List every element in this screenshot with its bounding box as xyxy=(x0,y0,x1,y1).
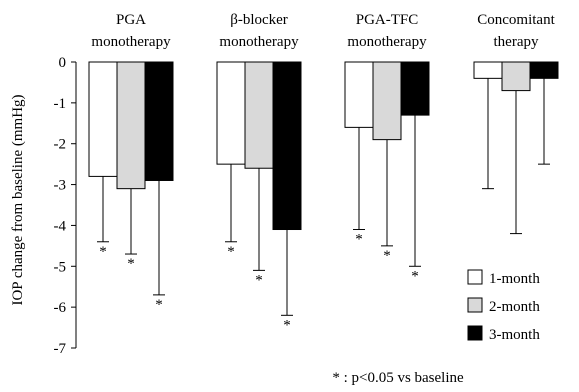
category-label-1-line-1: PGA xyxy=(116,12,146,28)
legend-label-2: 2-month xyxy=(489,299,540,315)
y-tick-label-0: 0 xyxy=(59,55,67,71)
category-label-2-line-1: β-blocker xyxy=(230,12,288,28)
category-label-4-line-2: therapy xyxy=(494,34,539,50)
y-tick-label-5: -5 xyxy=(54,259,67,275)
bar-2-3 xyxy=(372,61,402,141)
y-tick-label-6: -6 xyxy=(54,300,67,316)
legend-label-1: 1-month xyxy=(489,271,540,287)
significance-star-1-3: * xyxy=(355,232,363,248)
y-tick-label-2: -2 xyxy=(54,137,67,153)
category-label-1-line-2: monotherapy xyxy=(91,34,171,50)
bars-layer xyxy=(88,61,559,231)
legend-swatch-3 xyxy=(467,325,483,341)
bar-1-4 xyxy=(473,61,503,79)
bar-3-4 xyxy=(529,61,559,79)
significance-layer: * * * * * * * * * xyxy=(99,232,419,334)
significance-star-1-1: * xyxy=(99,244,107,260)
y-tick-label-1: -1 xyxy=(54,96,67,112)
category-label-4-line-1: Concomitant xyxy=(477,12,555,28)
category-label-2-line-2: monotherapy xyxy=(219,34,299,50)
legend-label-3: 3-month xyxy=(489,327,540,343)
y-axis: 0 -1 -2 -3 -4 -5 -6 -7 xyxy=(54,55,77,357)
bar-2-4 xyxy=(501,61,531,92)
y-tick-label-4: -4 xyxy=(54,218,67,234)
bar-2-2 xyxy=(244,61,274,169)
legend: 1-month 2-month 3-month xyxy=(467,269,540,343)
significance-star-3-1: * xyxy=(155,297,163,313)
bar-3-2 xyxy=(272,61,302,231)
bar-1-2 xyxy=(216,61,246,165)
error-bars-layer xyxy=(97,78,550,316)
significance-star-3-3: * xyxy=(411,268,419,284)
significance-star-2-1: * xyxy=(127,256,135,272)
legend-swatch-1 xyxy=(467,269,483,285)
significance-footnote: * : p<0.05 vs baseline xyxy=(332,370,464,386)
bar-3-1 xyxy=(144,61,174,181)
significance-star-1-2: * xyxy=(227,244,235,260)
significance-star-2-2: * xyxy=(255,272,263,288)
bar-2-1 xyxy=(116,61,146,190)
category-label-3-line-1: PGA-TFC xyxy=(356,12,419,28)
significance-star-3-2: * xyxy=(283,317,291,333)
y-axis-title: IOP change from baseline (mmHg) xyxy=(10,94,26,305)
bar-1-1 xyxy=(88,61,118,177)
significance-star-2-3: * xyxy=(383,248,391,264)
y-tick-label-3: -3 xyxy=(54,178,67,194)
bar-3-3 xyxy=(400,61,430,116)
category-labels: PGA monotherapy β-blocker monotherapy PGA-TF… xyxy=(91,12,555,50)
bar-1-3 xyxy=(344,61,374,128)
legend-swatch-2 xyxy=(467,297,483,313)
category-label-3-line-2: monotherapy xyxy=(347,34,427,50)
y-tick-label-7: -7 xyxy=(54,341,67,357)
